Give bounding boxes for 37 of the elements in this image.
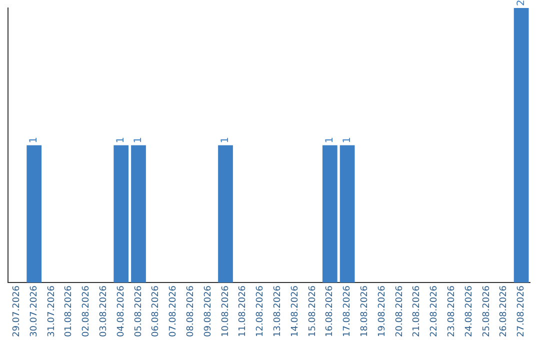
x-tick-label: 11.08.2026 xyxy=(238,285,248,337)
x-tick-label: 31.07.2026 xyxy=(46,285,57,337)
x-tick-label: 30.07.2026 xyxy=(29,285,40,337)
x-tick-label: 01.08.2026 xyxy=(64,285,74,337)
x-tick-label: 03.08.2026 xyxy=(99,285,110,337)
x-tick-label: 29.07.2026 xyxy=(12,285,22,337)
data-label: 1 xyxy=(324,136,336,144)
x-tick-label: 20.08.2026 xyxy=(394,285,405,337)
data-label: 1 xyxy=(28,136,40,144)
x-tick-label: 06.08.2026 xyxy=(151,285,162,337)
x-tick-label: 09.08.2026 xyxy=(203,285,214,337)
data-label: 1 xyxy=(220,136,232,144)
x-tick-label: 08.08.2026 xyxy=(186,285,196,337)
x-tick-label: 12.08.2026 xyxy=(256,285,266,337)
data-label: 1 xyxy=(342,136,353,144)
x-tick-label: 21.08.2026 xyxy=(412,285,422,337)
x-tick-label: 19.08.2026 xyxy=(377,285,388,337)
x-tick-label: 22.08.2026 xyxy=(430,285,440,337)
data-label: 2 xyxy=(516,0,527,6)
x-tick-label: 13.08.2026 xyxy=(273,285,284,337)
data-label: 1 xyxy=(116,136,127,144)
x-tick-label: 26.08.2026 xyxy=(499,285,510,337)
x-tick-label: 18.08.2026 xyxy=(360,285,370,337)
x-tick-label: 23.08.2026 xyxy=(447,285,458,337)
x-tick-label: 24.08.2026 xyxy=(464,285,474,337)
x-tick-label: 25.08.2026 xyxy=(482,285,492,337)
data-label: 1 xyxy=(133,136,144,144)
x-tick-label: 02.08.2026 xyxy=(82,285,92,337)
x-tick-label: 10.08.2026 xyxy=(220,285,231,337)
x-tick-label: 14.08.2026 xyxy=(290,285,300,337)
x-tick-label: 05.08.2026 xyxy=(134,285,144,337)
x-tick-label: 16.08.2026 xyxy=(325,285,336,337)
x-tick-label: 27.08.2026 xyxy=(516,285,527,337)
x-tick-label: 17.08.2026 xyxy=(342,285,353,337)
x-tick-label: 15.08.2026 xyxy=(308,285,318,337)
x-tick-label: 04.08.2026 xyxy=(116,285,126,337)
x-tick-label: 07.08.2026 xyxy=(168,285,179,337)
